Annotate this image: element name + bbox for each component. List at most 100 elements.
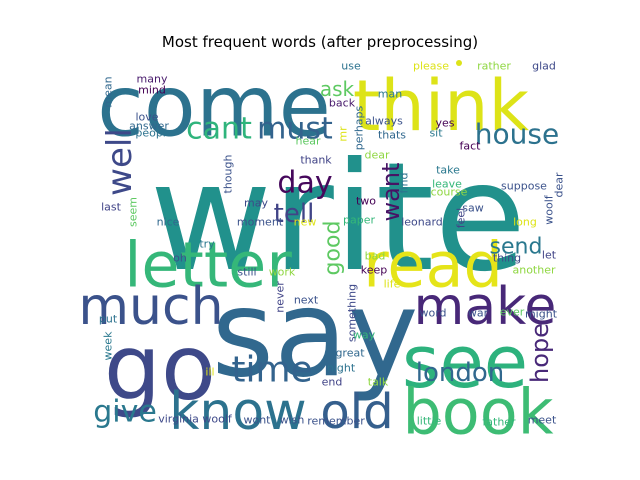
word-glad-31: glad (532, 60, 556, 73)
word-please-29: please (413, 60, 449, 73)
word-make-8: make (414, 277, 557, 337)
word-thank-48: thank (300, 154, 332, 167)
word-paper-63: paper (343, 214, 375, 227)
word-well-20: well (100, 128, 140, 196)
word-people-37: people (135, 127, 173, 140)
word-life-78: life (384, 278, 401, 291)
word-go-6: go (104, 316, 216, 421)
word-another-77: another (512, 264, 555, 277)
word-hope-16: hope (526, 323, 554, 383)
word-london-15: london (416, 358, 505, 388)
word-nice-60: nice (157, 216, 180, 229)
word-oh-70: oh (173, 252, 187, 265)
word-moment-61: moment (237, 216, 284, 229)
word-meet-100: meet (528, 414, 557, 427)
word-remember-97: remember (307, 415, 365, 428)
word-love-35: love (135, 111, 158, 124)
word-book-10: book (402, 376, 553, 449)
word-bad-71: bad (365, 250, 386, 263)
word-mind-33: mind (138, 84, 166, 97)
word-father-99: father (482, 416, 516, 429)
word-wont-95: wont (243, 414, 271, 427)
word-great-89: great (335, 347, 365, 360)
word-know-11: know (169, 382, 306, 442)
word-take-51: take (436, 164, 460, 177)
word-may-50: may (244, 197, 268, 210)
word-long-68: long (513, 216, 537, 229)
word-let-73: let (542, 249, 557, 262)
word-though-49: though (222, 155, 235, 194)
word-sit-43: sit (429, 127, 443, 140)
word-thing-72: thing (493, 252, 521, 265)
word-work-75: work (269, 266, 296, 279)
word-see-9: see (402, 320, 528, 404)
word-suppose-55: suppose (501, 180, 547, 193)
word-still-74: still (237, 266, 256, 279)
word-yes-42: yes (435, 117, 454, 130)
word-leave-52: leave (432, 178, 462, 191)
word-ill-91: ill (205, 366, 214, 379)
word-seem-58: seem (127, 197, 140, 227)
word-use-28: use (341, 60, 361, 73)
word-good-24: good (321, 221, 346, 276)
word-mr-41: mr (337, 126, 350, 142)
word-old-12: old (320, 384, 393, 440)
word-fact-46: fact (460, 140, 482, 153)
word-saw-67: saw (462, 202, 483, 215)
word-woolf-57: woolf (543, 194, 556, 225)
word-new-62: new (294, 216, 317, 229)
word-end-92: end (322, 376, 343, 389)
word-wish-96: wish (280, 414, 305, 427)
word-read-5: read (363, 229, 503, 302)
word-war-84: war (468, 307, 489, 320)
word-think-3: think (353, 65, 530, 147)
word-next-80: next (294, 294, 319, 307)
word-cloud-background (100, 57, 560, 430)
word-ask-26: ask (320, 77, 355, 101)
word-tell-22: tell (274, 199, 315, 229)
word-back-38: back (329, 97, 356, 110)
word-dear-56: dear (553, 172, 566, 197)
word-find-54: find (398, 173, 411, 194)
word-never-79: never (274, 281, 287, 313)
word-feel-66: feel (455, 208, 468, 228)
word-want-23: want (377, 163, 405, 222)
word-must-19: must (257, 112, 333, 147)
word-way-87: way (353, 329, 376, 342)
word-last-59: last (101, 201, 122, 214)
word-leonard-65: leonard (401, 216, 443, 229)
word-always-39: always (365, 115, 403, 128)
word-thats-44: thats (378, 129, 406, 142)
word-virginia-woolf-94: virginia woolf (158, 413, 233, 426)
word-might-86: might (525, 308, 558, 321)
word-time-13: time (231, 350, 312, 391)
word-course-53: course (431, 186, 468, 199)
word-much-7: much (78, 277, 223, 337)
chart-title: Most frequent words (after preprocessing… (161, 33, 479, 51)
word-give-14: give (93, 395, 157, 430)
word-say-1: say (211, 266, 418, 405)
word-dear-47: dear (364, 149, 389, 162)
word-ever-85: ever (500, 306, 525, 319)
word-mean-34: mean (102, 76, 115, 107)
word-many-32: many (137, 73, 168, 86)
word-talk-93: talk (368, 376, 389, 389)
word-something-81: something (346, 284, 359, 342)
word-rather-30: rather (477, 60, 511, 73)
word-week-88: week (102, 331, 115, 361)
word-man-27: man (378, 88, 402, 101)
word-write-0: write (149, 131, 526, 305)
word-cant-18: cant (186, 112, 252, 147)
word-letter-4: letter (124, 229, 292, 302)
word-come-2: come (97, 58, 331, 157)
decorative-dot (456, 60, 462, 66)
word-night-90: night (327, 362, 356, 375)
word-hear-45: hear (295, 135, 320, 148)
word-house-17: house (475, 118, 559, 151)
word-word-83: word (419, 307, 446, 320)
word-send-25: send (490, 235, 543, 260)
word-two-64: two (356, 195, 376, 208)
word-day-21: day (277, 166, 332, 201)
